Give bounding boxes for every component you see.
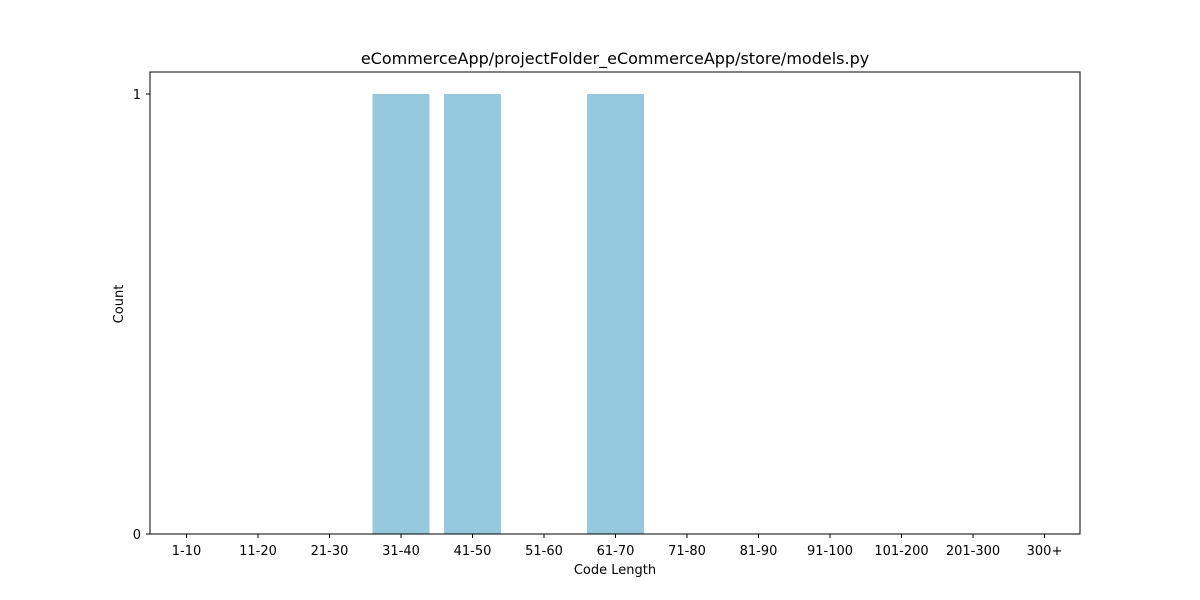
x-tick-label: 11-20 xyxy=(239,544,277,559)
x-tick-label: 71-80 xyxy=(668,544,706,559)
x-tick-label: 1-10 xyxy=(172,544,202,559)
x-tick-label: 201-300 xyxy=(946,544,1000,559)
y-tick-label: 0 xyxy=(133,528,141,543)
x-axis-label: Code Length xyxy=(574,563,656,578)
x-tick-label: 51-60 xyxy=(525,544,563,559)
x-tick-label: 21-30 xyxy=(311,544,349,559)
y-tick-label: 1 xyxy=(133,88,141,103)
y-axis-label: Count xyxy=(112,285,127,324)
x-tick-label: 61-70 xyxy=(597,544,635,559)
bar-31-40 xyxy=(372,94,430,534)
x-tick-label: 91-100 xyxy=(807,544,853,559)
bars-layer xyxy=(372,94,644,534)
x-tick-label: 31-40 xyxy=(382,544,420,559)
x-axis-ticks: 1-10 11-20 21-30 31-40 41-50 51-60 61-70 71-80 8… xyxy=(172,534,1063,559)
x-tick-label: 101-200 xyxy=(874,544,928,559)
x-tick-label: 41-50 xyxy=(454,544,492,559)
bar-41-50 xyxy=(444,94,501,534)
chart-title: eCommerceApp/projectFolder_eCommerceApp/… xyxy=(361,49,869,69)
x-tick-label: 300+ xyxy=(1027,544,1063,559)
bar-61-70 xyxy=(587,94,644,534)
x-tick-label: 81-90 xyxy=(740,544,778,559)
y-axis-ticks: 01 xyxy=(133,88,150,543)
